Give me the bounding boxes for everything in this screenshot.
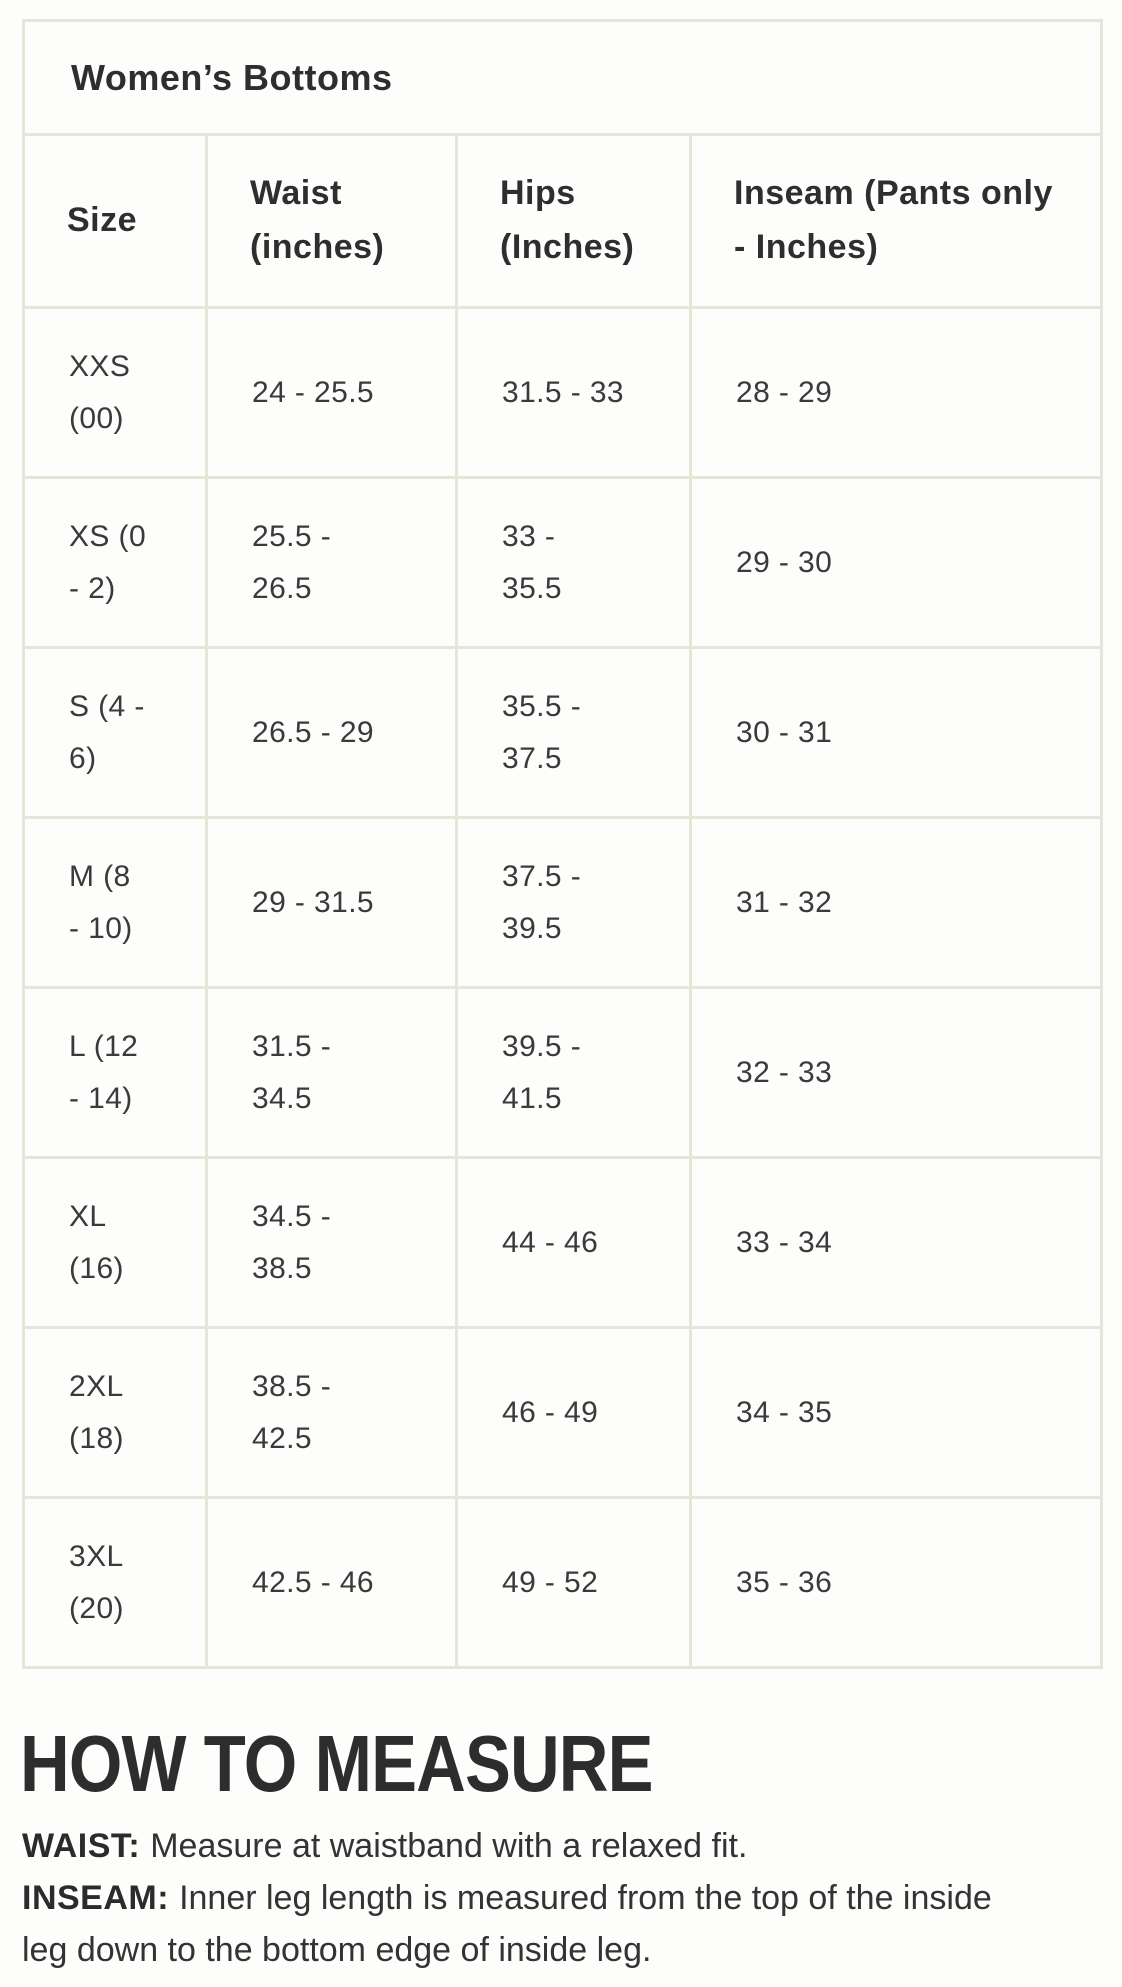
table-row-s: S (4 - 6) 26.5 - 29 35.5 - 37.5 30 - 31: [22, 646, 1104, 819]
hips-cell: 31.5 - 33: [455, 306, 692, 479]
hips-cell: 37.5 - 39.5: [455, 816, 692, 989]
waist-instruction-text: Measure at waistband with a relaxed fit.: [150, 1827, 748, 1865]
hips-cell: 49 - 52: [455, 1496, 692, 1669]
waist-cell: 42.5 - 46: [205, 1496, 458, 1669]
how-to-measure-heading: HOW TO MEASURE: [20, 1719, 654, 1808]
size-cell: S (4 - 6): [22, 646, 208, 819]
col-header-hips: Hips (Inches): [455, 133, 692, 309]
size-cell: 2XL (18): [22, 1326, 208, 1499]
inseam-cell: 35 - 36: [688, 1496, 1104, 1669]
size-cell: L (12 - 14): [22, 986, 208, 1159]
inseam-cell: 29 - 30: [688, 476, 1104, 649]
table-title-row: Women’s Bottoms: [21, 19, 1104, 136]
col-header-inseam: Inseam (Pants only - Inches): [688, 133, 1104, 309]
how-to-measure-section: HOW TO MEASURE WAIST: Measure at waistban…: [20, 1719, 1100, 1976]
table-header-row: Size Waist (inches) Hips (Inches) Inseam…: [22, 133, 1104, 309]
inseam-cell: 31 - 32: [688, 816, 1104, 989]
hips-cell: 44 - 46: [455, 1156, 692, 1329]
waist-cell: 29 - 31.5: [205, 816, 458, 989]
inseam-cell: 28 - 29: [688, 306, 1104, 479]
inseam-instruction-label: INSEAM:: [22, 1879, 170, 1917]
size-cell: XS (0 - 2): [22, 476, 208, 649]
inseam-cell: 33 - 34: [688, 1156, 1104, 1329]
size-cell: XL (16): [22, 1156, 208, 1329]
waist-instruction: WAIST: Measure at waistband with a relaxe…: [22, 1820, 1100, 1872]
col-header-size: Size: [22, 133, 208, 309]
size-cell: M (8 - 10): [22, 816, 208, 989]
table-row-xxs: XXS (00) 24 - 25.5 31.5 - 33 28 - 29: [22, 306, 1104, 479]
size-chart-table: Women’s Bottoms Size Waist (inches) Hips…: [21, 19, 1104, 1669]
col-header-waist: Waist (inches): [205, 133, 458, 309]
size-cell: XXS (00): [22, 306, 208, 479]
table-row-xl: XL (16) 34.5 - 38.5 44 - 46 33 - 34: [22, 1156, 1104, 1329]
hips-cell: 35.5 - 37.5: [455, 646, 692, 819]
inseam-cell: 32 - 33: [688, 986, 1104, 1159]
table-row-l: L (12 - 14) 31.5 - 34.5 39.5 - 41.5 32 -…: [22, 986, 1104, 1159]
waist-cell: 24 - 25.5: [205, 306, 458, 479]
waist-cell: 26.5 - 29: [205, 646, 458, 819]
table-title: Women’s Bottoms: [21, 19, 1104, 136]
hips-cell: 39.5 - 41.5: [455, 986, 692, 1159]
waist-cell: 34.5 - 38.5: [205, 1156, 458, 1329]
inseam-cell: 30 - 31: [688, 646, 1104, 819]
waist-instruction-label: WAIST:: [22, 1827, 141, 1865]
table-row-3xl: 3XL (20) 42.5 - 46 49 - 52 35 - 36: [22, 1496, 1104, 1669]
inseam-instruction: INSEAM: Inner leg length is measured from…: [22, 1872, 1100, 1976]
table-row-2xl: 2XL (18) 38.5 - 42.5 46 - 49 34 - 35: [22, 1326, 1104, 1499]
hips-cell: 33 - 35.5: [455, 476, 692, 649]
waist-cell: 31.5 - 34.5: [205, 986, 458, 1159]
hips-cell: 46 - 49: [455, 1326, 692, 1499]
table-row-m: M (8 - 10) 29 - 31.5 37.5 - 39.5 31 - 32: [22, 816, 1104, 989]
table-row-xs: XS (0 - 2) 25.5 - 26.5 33 - 35.5 29 - 30: [22, 476, 1104, 649]
size-cell: 3XL (20): [22, 1496, 208, 1669]
inseam-cell: 34 - 35: [688, 1326, 1104, 1499]
waist-cell: 38.5 - 42.5: [205, 1326, 458, 1499]
waist-cell: 25.5 - 26.5: [205, 476, 458, 649]
inseam-instruction-text: Inner leg length is measured from the to…: [22, 1879, 992, 1969]
